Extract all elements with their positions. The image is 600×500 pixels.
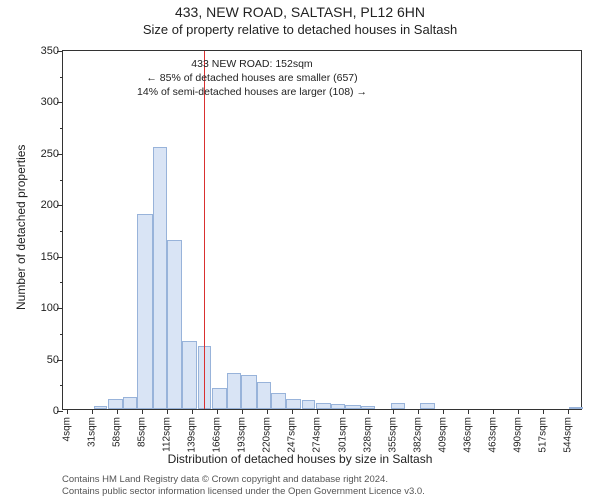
histogram-bar	[391, 403, 405, 409]
histogram-bar	[302, 400, 316, 409]
x-tick-mark	[192, 409, 193, 414]
x-tick-mark	[468, 409, 469, 414]
histogram-bar	[257, 382, 271, 409]
x-tick-label: 112sqm	[162, 417, 173, 452]
marker-line	[204, 51, 205, 409]
histogram-bar	[167, 240, 182, 409]
y-tick-mark	[57, 360, 63, 361]
x-tick-mark	[67, 409, 68, 414]
footer-line-1: Contains HM Land Registry data © Crown c…	[62, 474, 388, 485]
histogram-bar	[123, 397, 137, 409]
x-tick-label: 139sqm	[187, 417, 198, 453]
x-tick-mark	[518, 409, 519, 414]
y-tick-minor	[60, 77, 63, 78]
histogram-bar	[94, 406, 108, 409]
y-tick-mark	[57, 411, 63, 412]
histogram-bar	[345, 405, 360, 409]
histogram-bar	[569, 407, 583, 409]
x-tick-mark	[317, 409, 318, 414]
footer-line-2: Contains public sector information licen…	[62, 486, 425, 497]
histogram-bar	[212, 388, 227, 409]
y-axis-label: Number of detached properties	[14, 145, 28, 310]
histogram-bar	[137, 214, 152, 409]
histogram-bar	[241, 375, 256, 409]
x-tick-label: 85sqm	[136, 417, 147, 447]
x-tick-label: 301sqm	[337, 417, 348, 453]
histogram-bar	[271, 393, 286, 409]
x-tick-label: 166sqm	[212, 417, 223, 453]
chart-plot-area: 0501001502002503003504sqm31sqm58sqm85sqm…	[62, 50, 582, 410]
x-tick-label: 328sqm	[362, 417, 373, 453]
x-tick-label: 193sqm	[237, 417, 248, 453]
histogram-bar	[420, 403, 435, 409]
y-tick-mark	[57, 257, 63, 258]
histogram-bar	[227, 373, 241, 409]
x-tick-label: 517sqm	[538, 417, 549, 453]
y-tick-minor	[60, 128, 63, 129]
histogram-bar	[108, 399, 123, 409]
x-tick-label: 490sqm	[513, 417, 524, 453]
histogram-bar	[286, 399, 301, 409]
x-tick-label: 31sqm	[86, 417, 97, 447]
x-tick-mark	[418, 409, 419, 414]
x-tick-label: 355sqm	[387, 417, 398, 453]
x-tick-mark	[142, 409, 143, 414]
y-tick-mark	[57, 154, 63, 155]
x-tick-label: 4sqm	[61, 417, 72, 441]
x-tick-mark	[292, 409, 293, 414]
x-tick-label: 544sqm	[563, 417, 574, 453]
histogram-bar	[331, 404, 345, 409]
y-tick-mark	[57, 205, 63, 206]
page-title: 433, NEW ROAD, SALTASH, PL12 6HN	[0, 0, 600, 20]
x-tick-label: 220sqm	[262, 417, 273, 453]
page-subtitle: Size of property relative to detached ho…	[0, 20, 600, 37]
x-tick-mark	[493, 409, 494, 414]
x-tick-mark	[393, 409, 394, 414]
y-tick-minor	[60, 385, 63, 386]
x-tick-mark	[443, 409, 444, 414]
x-tick-mark	[368, 409, 369, 414]
y-tick-mark	[57, 102, 63, 103]
y-tick-mark	[57, 51, 63, 52]
histogram-bar	[316, 403, 331, 409]
x-tick-label: 463sqm	[487, 417, 498, 453]
x-tick-label: 247sqm	[287, 417, 298, 453]
x-tick-mark	[167, 409, 168, 414]
y-tick-minor	[60, 282, 63, 283]
y-tick-minor	[60, 334, 63, 335]
x-tick-mark	[217, 409, 218, 414]
histogram-bar	[361, 406, 375, 409]
x-tick-mark	[543, 409, 544, 414]
x-tick-mark	[343, 409, 344, 414]
y-tick-mark	[57, 308, 63, 309]
x-tick-label: 409sqm	[437, 417, 448, 453]
annotation-line-3: 14% of semi-detached houses are larger (…	[121, 85, 383, 99]
x-tick-label: 58sqm	[111, 417, 122, 447]
x-tick-mark	[242, 409, 243, 414]
annotation-line-1: 433 NEW ROAD: 152sqm	[121, 57, 383, 71]
y-tick-minor	[60, 180, 63, 181]
x-tick-mark	[568, 409, 569, 414]
histogram-bar	[182, 341, 197, 409]
x-tick-label: 274sqm	[312, 417, 323, 453]
annotation-line-2: ← 85% of detached houses are smaller (65…	[121, 71, 383, 85]
x-axis-label: Distribution of detached houses by size …	[0, 452, 600, 466]
annotation-box: 433 NEW ROAD: 152sqm← 85% of detached ho…	[121, 57, 383, 100]
x-tick-mark	[267, 409, 268, 414]
histogram-bar	[153, 147, 167, 409]
x-tick-label: 436sqm	[462, 417, 473, 453]
y-tick-minor	[60, 231, 63, 232]
x-tick-mark	[92, 409, 93, 414]
x-tick-label: 382sqm	[412, 417, 423, 453]
x-tick-mark	[117, 409, 118, 414]
